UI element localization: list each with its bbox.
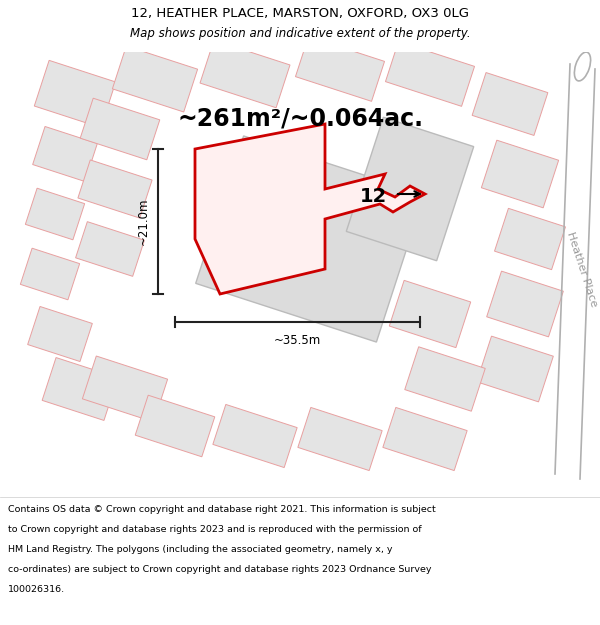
Polygon shape xyxy=(298,408,382,471)
Text: 12, HEATHER PLACE, MARSTON, OXFORD, OX3 0LG: 12, HEATHER PLACE, MARSTON, OXFORD, OX3 … xyxy=(131,8,469,21)
Text: Map shows position and indicative extent of the property.: Map shows position and indicative extent… xyxy=(130,28,470,41)
Text: to Crown copyright and database rights 2023 and is reproduced with the permissio: to Crown copyright and database rights 2… xyxy=(8,525,422,534)
Polygon shape xyxy=(213,404,297,468)
Polygon shape xyxy=(389,281,471,348)
Text: ~21.0m: ~21.0m xyxy=(137,198,150,245)
Polygon shape xyxy=(28,306,92,361)
Polygon shape xyxy=(76,222,145,276)
Polygon shape xyxy=(200,40,290,107)
Text: co-ordinates) are subject to Crown copyright and database rights 2023 Ordnance S: co-ordinates) are subject to Crown copyr… xyxy=(8,565,431,574)
Polygon shape xyxy=(42,357,118,421)
Polygon shape xyxy=(112,46,197,112)
Ellipse shape xyxy=(574,52,590,81)
Polygon shape xyxy=(383,408,467,471)
Polygon shape xyxy=(196,136,424,342)
Text: ~261m²/~0.064ac.: ~261m²/~0.064ac. xyxy=(177,107,423,131)
Polygon shape xyxy=(494,208,565,269)
Polygon shape xyxy=(295,37,385,101)
Polygon shape xyxy=(476,336,553,402)
Polygon shape xyxy=(20,248,80,300)
Text: 12: 12 xyxy=(360,188,387,206)
Polygon shape xyxy=(80,98,160,160)
Polygon shape xyxy=(405,347,485,411)
Polygon shape xyxy=(25,188,85,240)
Polygon shape xyxy=(346,118,474,261)
Polygon shape xyxy=(78,160,152,218)
Text: ~35.5m: ~35.5m xyxy=(274,334,321,347)
Polygon shape xyxy=(135,395,215,457)
Text: 100026316.: 100026316. xyxy=(8,585,65,594)
Polygon shape xyxy=(472,72,548,136)
Text: HM Land Registry. The polygons (including the associated geometry, namely x, y: HM Land Registry. The polygons (includin… xyxy=(8,545,392,554)
Polygon shape xyxy=(34,61,116,127)
Polygon shape xyxy=(32,126,97,181)
Text: Heather Place: Heather Place xyxy=(565,230,599,308)
Polygon shape xyxy=(487,271,563,337)
Polygon shape xyxy=(195,124,425,294)
Polygon shape xyxy=(481,140,559,208)
Polygon shape xyxy=(82,356,167,422)
Text: Contains OS data © Crown copyright and database right 2021. This information is : Contains OS data © Crown copyright and d… xyxy=(8,505,436,514)
Polygon shape xyxy=(385,42,475,106)
